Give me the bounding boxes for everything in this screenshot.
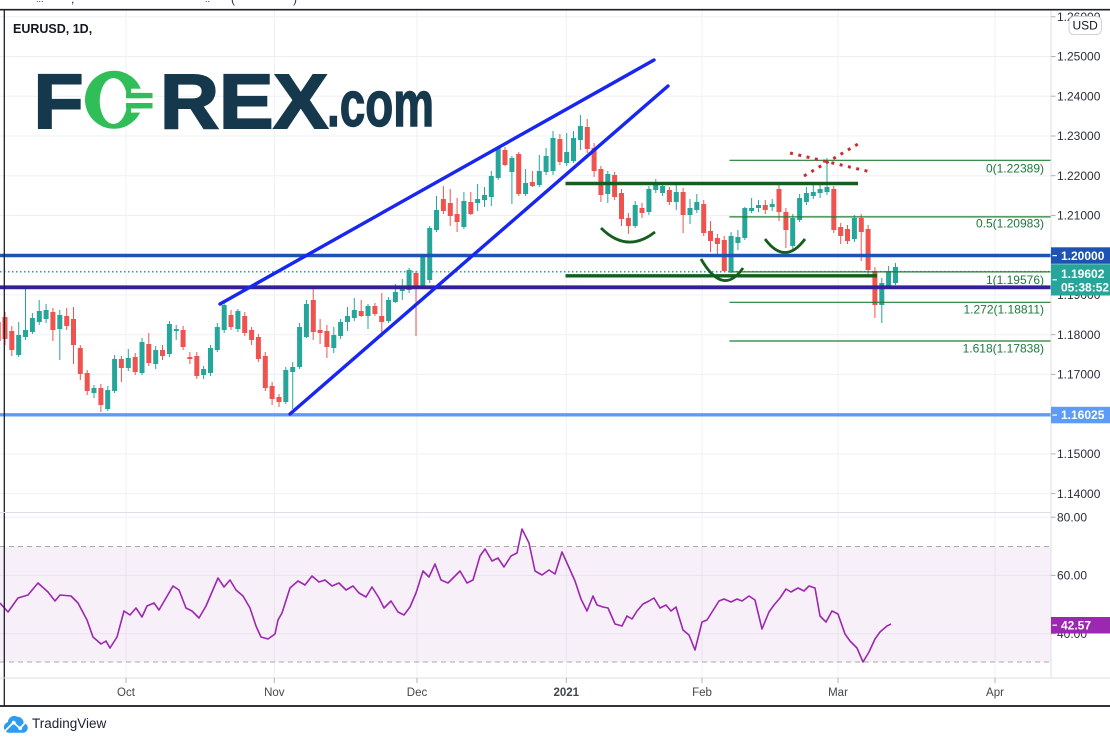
svg-text:1.23000: 1.23000 bbox=[1057, 129, 1101, 143]
svg-text:1.17000: 1.17000 bbox=[1057, 368, 1101, 382]
svg-text:1.20000: 1.20000 bbox=[1061, 249, 1105, 263]
svg-text:Apr: Apr bbox=[986, 687, 1004, 699]
svg-text:2021: 2021 bbox=[554, 687, 580, 699]
svg-text:42.57: 42.57 bbox=[1061, 619, 1091, 633]
svg-text:1.16025: 1.16025 bbox=[1061, 408, 1105, 422]
svg-text:F: F bbox=[34, 59, 84, 145]
svg-text:1.14000: 1.14000 bbox=[1057, 487, 1101, 501]
svg-text:TradingView: TradingView bbox=[32, 716, 107, 731]
svg-text:..: .. bbox=[205, 0, 210, 4]
svg-text:USD: USD bbox=[1073, 19, 1099, 33]
svg-text:1.618(1.17838): 1.618(1.17838) bbox=[963, 342, 1044, 356]
svg-text:05:38:52: 05:38:52 bbox=[1061, 280, 1109, 294]
svg-text:0.5(1.20983): 0.5(1.20983) bbox=[976, 217, 1044, 231]
svg-text:): ) bbox=[293, 0, 297, 6]
svg-text:1.25000: 1.25000 bbox=[1057, 50, 1101, 64]
svg-text:1(1.19576): 1(1.19576) bbox=[986, 273, 1044, 287]
svg-text:1.18000: 1.18000 bbox=[1057, 328, 1101, 342]
svg-text:1.24000: 1.24000 bbox=[1057, 89, 1101, 103]
svg-text:REX: REX bbox=[160, 59, 328, 145]
svg-text:Mar: Mar bbox=[828, 687, 848, 699]
svg-text:Dec: Dec bbox=[407, 687, 428, 699]
svg-text:1.272(1.18811): 1.272(1.18811) bbox=[963, 303, 1044, 317]
svg-text:1.22000: 1.22000 bbox=[1057, 169, 1101, 183]
svg-text:1.19602: 1.19602 bbox=[1061, 267, 1105, 281]
svg-text:EURUSD, 1D,: EURUSD, 1D, bbox=[13, 22, 92, 36]
svg-text:1.21000: 1.21000 bbox=[1057, 209, 1101, 223]
svg-text:Oct: Oct bbox=[117, 687, 136, 699]
svg-text:Nov: Nov bbox=[264, 687, 285, 699]
svg-text:,: , bbox=[71, 0, 74, 6]
svg-text:Feb: Feb bbox=[692, 687, 712, 699]
svg-text:60.00: 60.00 bbox=[1057, 569, 1087, 583]
svg-text:0(1.22389): 0(1.22389) bbox=[986, 162, 1044, 176]
svg-text:.com: .com bbox=[327, 68, 434, 140]
svg-text:...: ... bbox=[36, 0, 44, 4]
svg-text:80.00: 80.00 bbox=[1057, 510, 1087, 524]
svg-text:(: ( bbox=[231, 0, 235, 6]
svg-text:1.15000: 1.15000 bbox=[1057, 447, 1101, 461]
